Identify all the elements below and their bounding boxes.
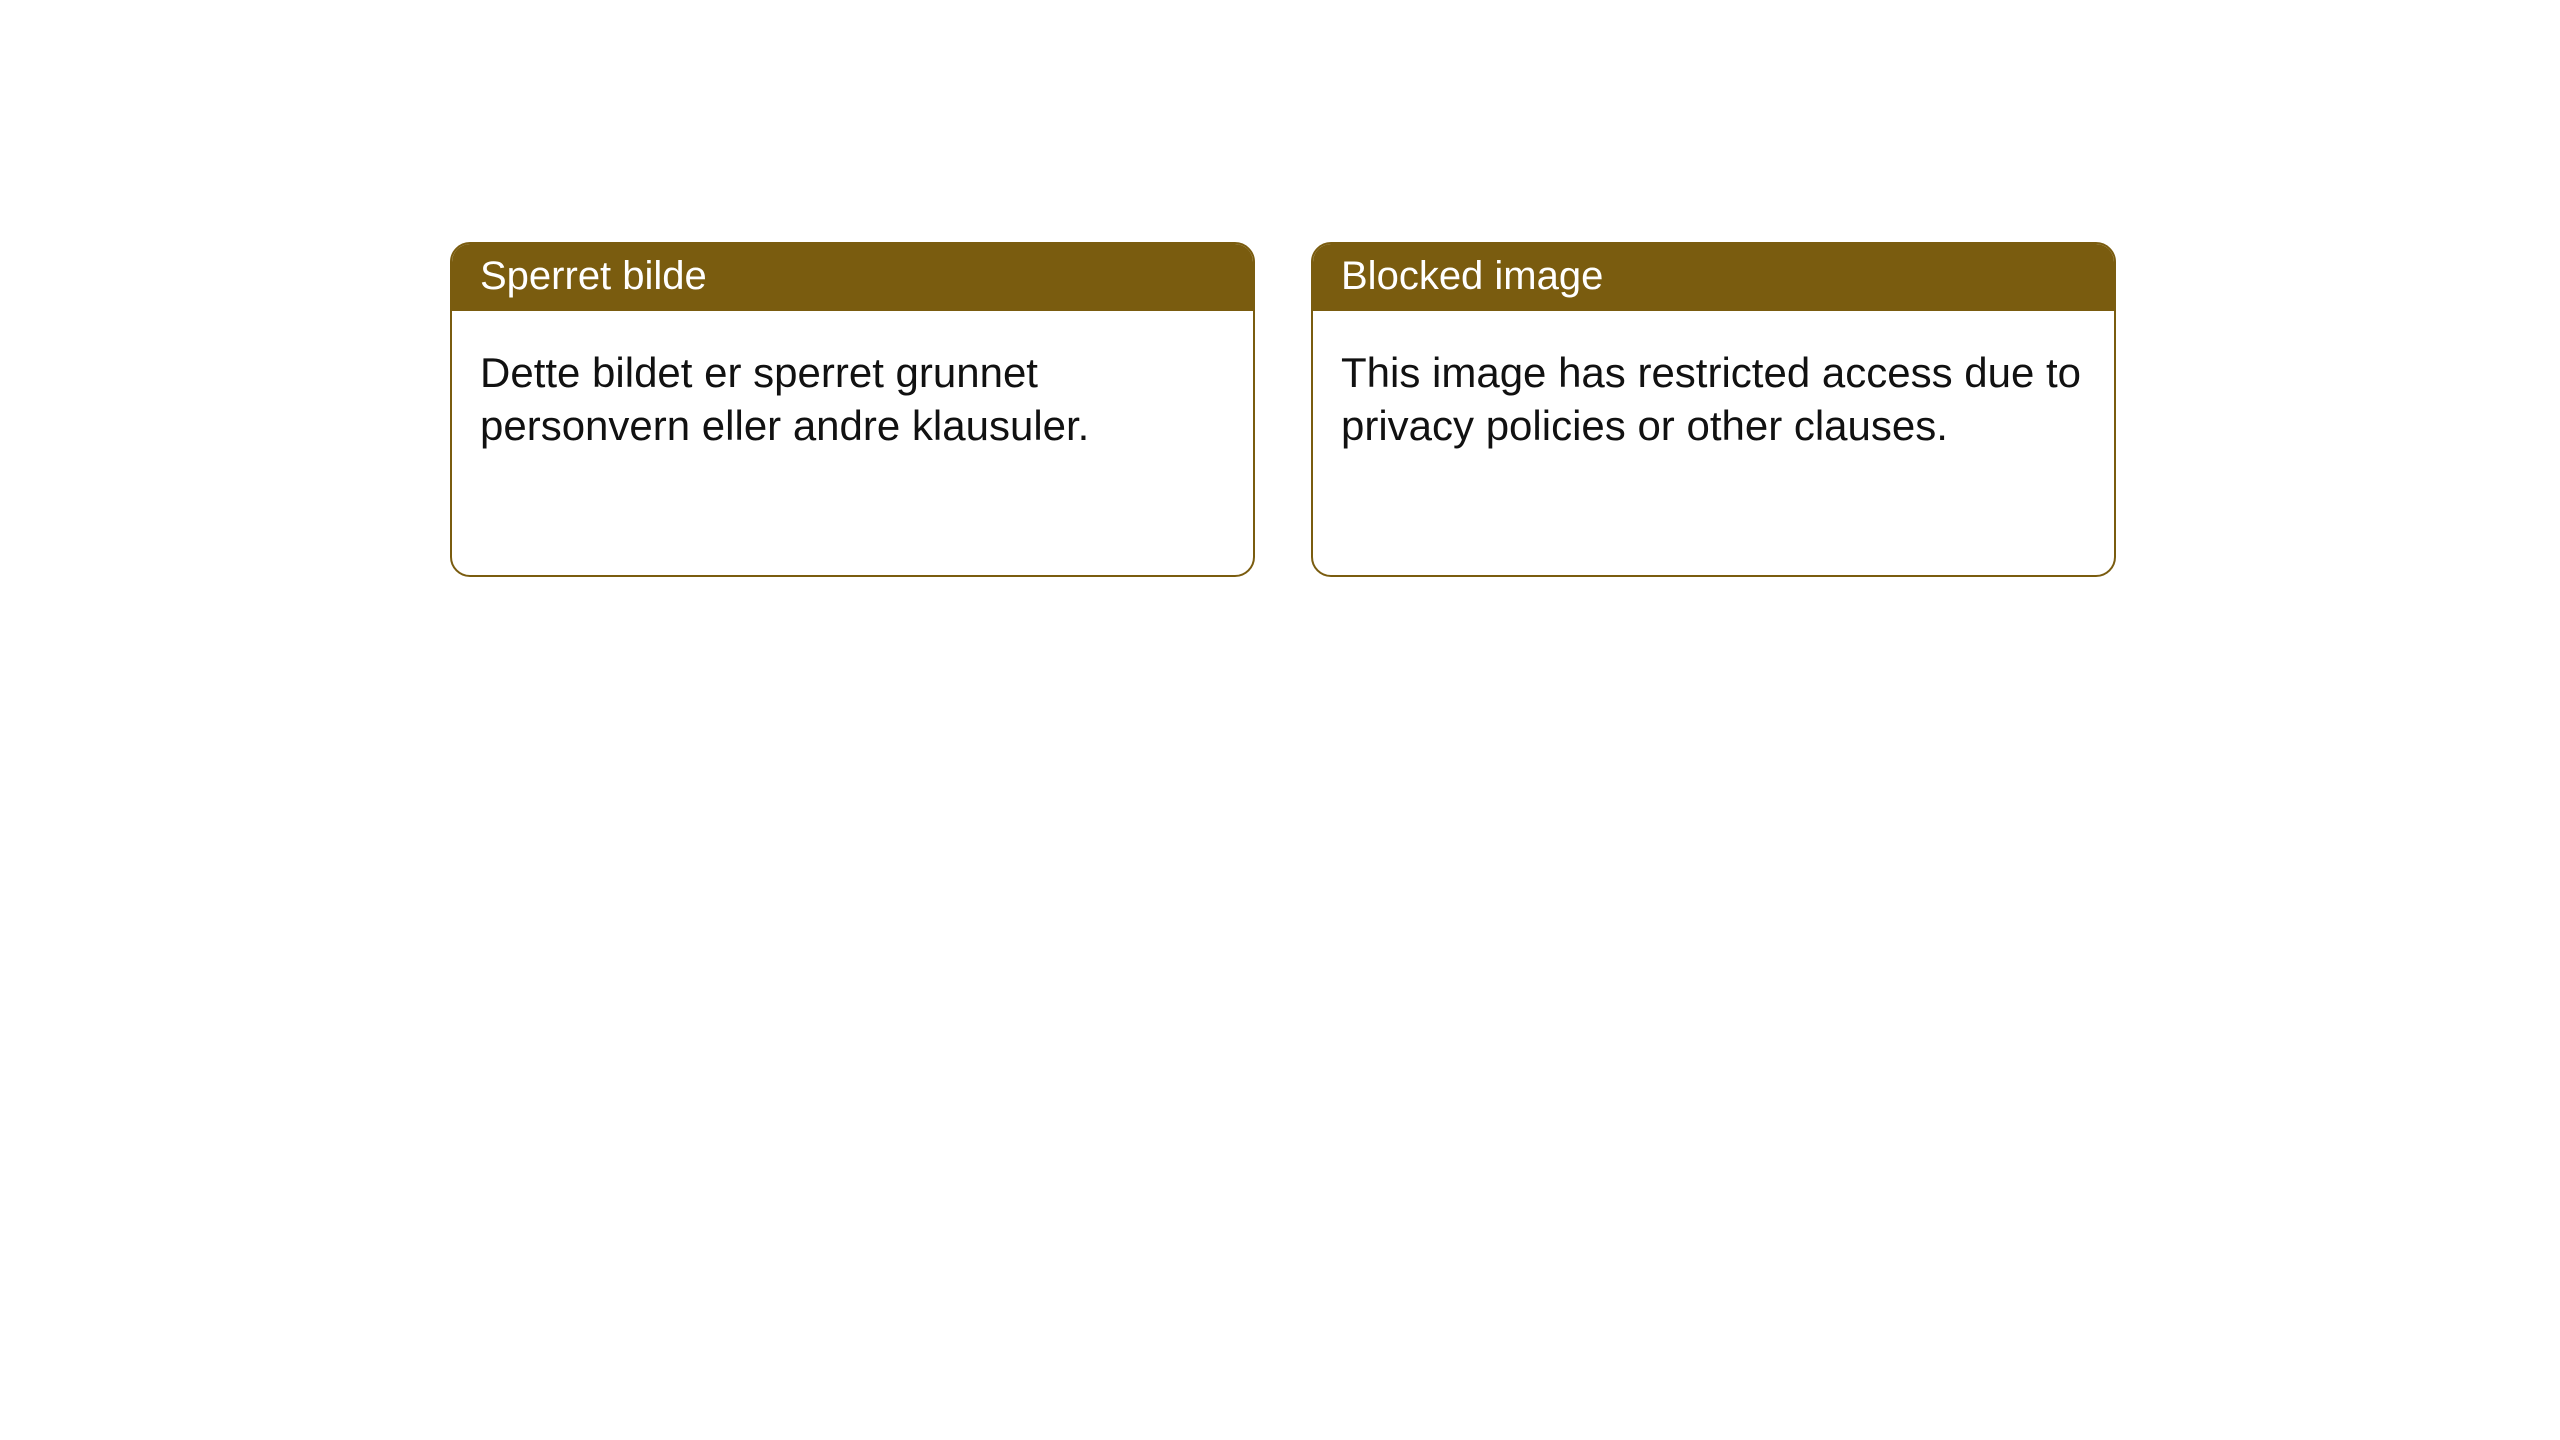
card-header-no: Sperret bilde	[452, 244, 1253, 311]
card-body-no: Dette bildet er sperret grunnet personve…	[452, 311, 1253, 480]
blocked-image-card-en: Blocked image This image has restricted …	[1311, 242, 2116, 577]
card-header-en: Blocked image	[1313, 244, 2114, 311]
notice-container: Sperret bilde Dette bildet er sperret gr…	[0, 0, 2560, 577]
card-body-en: This image has restricted access due to …	[1313, 311, 2114, 480]
blocked-image-card-no: Sperret bilde Dette bildet er sperret gr…	[450, 242, 1255, 577]
